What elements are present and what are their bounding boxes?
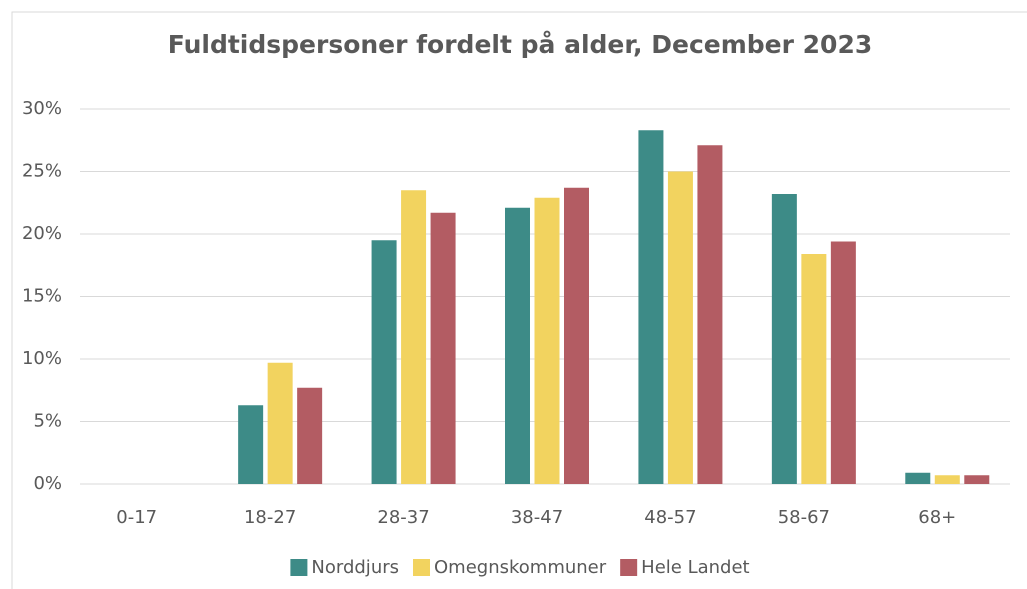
legend-swatch (413, 559, 431, 576)
bar (830, 241, 856, 484)
bar (267, 362, 293, 484)
bar (964, 475, 990, 484)
bar (638, 130, 664, 484)
bar (667, 171, 693, 484)
bar (905, 472, 931, 484)
x-tick-label: 58-67 (778, 507, 830, 528)
bar (934, 475, 960, 484)
y-tick-label: 15% (22, 286, 62, 307)
legend-swatch (290, 559, 308, 576)
bar (297, 387, 323, 484)
x-tick-label: 68+ (918, 507, 956, 528)
x-tick-label: 48-57 (644, 507, 696, 528)
y-tick-label: 30% (22, 98, 62, 119)
y-tick-label: 0% (33, 473, 62, 494)
legend-label: Hele Landet (641, 557, 749, 578)
x-tick-label: 38-47 (511, 507, 563, 528)
x-tick-label: 18-27 (244, 507, 296, 528)
legend: Norddjurs Omegnskommuner Hele Landet (290, 557, 750, 578)
bar (697, 145, 723, 484)
y-tick-label: 20% (22, 223, 62, 244)
legend-label: Omegnskommuner (434, 557, 607, 578)
bar (505, 207, 530, 484)
chart-title: Fuldtidspersoner fordelt på alder, Decem… (168, 30, 872, 59)
legend-label: Norddjurs (311, 557, 399, 578)
bar (371, 240, 397, 484)
bar (401, 190, 427, 484)
x-tick-label: 28-37 (377, 507, 429, 528)
bar (564, 187, 589, 484)
bar (771, 194, 797, 484)
legend-swatch (620, 559, 638, 576)
y-tick-label: 10% (22, 348, 62, 369)
bar (238, 405, 264, 484)
bar (534, 197, 560, 484)
bar (430, 212, 456, 484)
y-tick-label: 25% (22, 161, 62, 182)
chart-frame (11, 11, 1027, 589)
bar (801, 254, 827, 484)
x-tick-label: 0-17 (116, 507, 157, 528)
y-tick-label: 5% (33, 411, 62, 432)
